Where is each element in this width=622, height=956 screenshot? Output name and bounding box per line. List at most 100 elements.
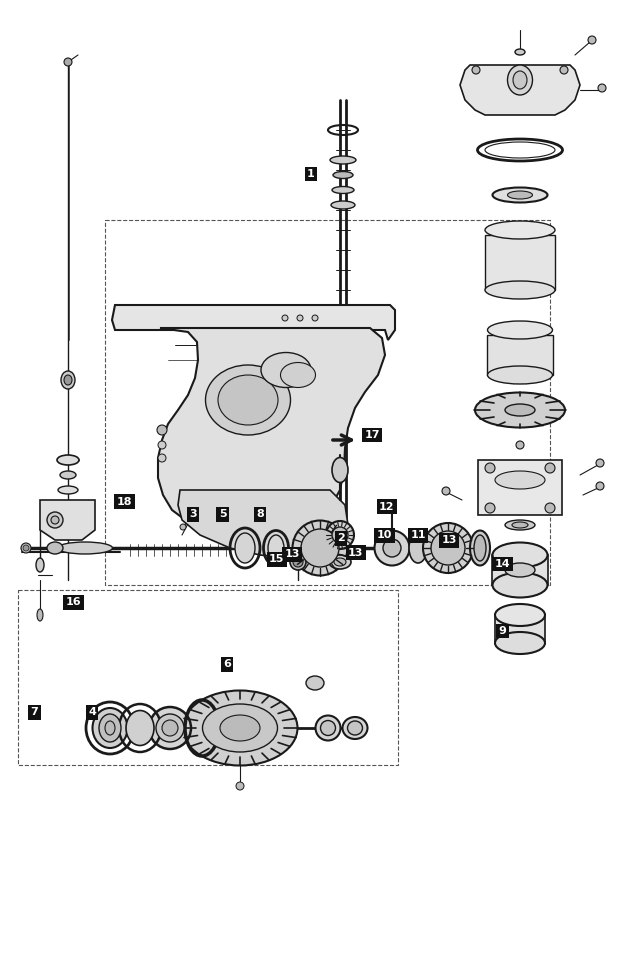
Ellipse shape [423, 523, 473, 573]
Text: 7: 7 [30, 707, 38, 717]
Ellipse shape [495, 632, 545, 654]
Circle shape [157, 425, 167, 435]
Text: 2: 2 [337, 533, 345, 543]
Ellipse shape [505, 520, 535, 530]
Ellipse shape [508, 191, 532, 199]
Text: 13: 13 [442, 535, 457, 545]
Ellipse shape [431, 531, 465, 565]
Ellipse shape [47, 512, 63, 528]
Bar [492, 555, 548, 585]
Circle shape [293, 557, 303, 567]
Text: 12: 12 [379, 502, 394, 511]
Circle shape [236, 782, 244, 790]
Text: 18: 18 [117, 497, 132, 507]
Ellipse shape [388, 507, 396, 513]
Text: 1: 1 [307, 169, 315, 179]
Text: 17: 17 [364, 430, 379, 440]
Ellipse shape [334, 558, 346, 566]
Circle shape [23, 545, 29, 551]
Text: 11: 11 [411, 531, 425, 540]
Polygon shape [460, 65, 580, 115]
Ellipse shape [306, 676, 324, 690]
Circle shape [596, 459, 604, 467]
Ellipse shape [505, 563, 535, 577]
Text: 8: 8 [256, 510, 264, 519]
Ellipse shape [331, 201, 355, 209]
Circle shape [545, 463, 555, 473]
Ellipse shape [61, 371, 75, 389]
Ellipse shape [21, 543, 31, 553]
Polygon shape [158, 328, 385, 535]
Ellipse shape [488, 366, 552, 384]
Circle shape [516, 441, 524, 449]
Circle shape [312, 315, 318, 321]
Ellipse shape [290, 554, 306, 570]
Ellipse shape [57, 542, 113, 554]
Ellipse shape [182, 690, 297, 766]
Ellipse shape [99, 714, 121, 742]
Circle shape [545, 503, 555, 513]
Text: 10: 10 [377, 531, 392, 540]
Bar [478, 460, 562, 515]
Circle shape [485, 463, 495, 473]
Polygon shape [40, 500, 95, 540]
Text: 16: 16 [65, 598, 81, 607]
Circle shape [180, 524, 186, 530]
Ellipse shape [512, 522, 528, 528]
Ellipse shape [261, 353, 311, 387]
Circle shape [596, 482, 604, 490]
Circle shape [64, 58, 72, 66]
Ellipse shape [329, 555, 351, 569]
Ellipse shape [475, 393, 565, 427]
Bar [105, 220, 550, 585]
Ellipse shape [485, 221, 555, 239]
Text: 9: 9 [499, 626, 506, 636]
Ellipse shape [488, 321, 552, 339]
Ellipse shape [36, 558, 44, 572]
Ellipse shape [235, 533, 255, 563]
Ellipse shape [292, 520, 348, 576]
Ellipse shape [57, 455, 79, 465]
Circle shape [442, 487, 450, 495]
Ellipse shape [37, 609, 43, 621]
Ellipse shape [495, 471, 545, 489]
Ellipse shape [326, 521, 354, 549]
Ellipse shape [409, 533, 427, 563]
Circle shape [282, 315, 288, 321]
Ellipse shape [205, 365, 290, 435]
Ellipse shape [281, 362, 315, 387]
Ellipse shape [162, 720, 178, 736]
Ellipse shape [332, 186, 354, 193]
Polygon shape [178, 490, 348, 558]
Bar [487, 335, 553, 375]
Circle shape [158, 441, 166, 449]
Ellipse shape [470, 531, 490, 566]
Text: 3: 3 [189, 510, 197, 519]
Bar [18, 590, 398, 765]
Text: 4: 4 [88, 707, 96, 717]
Text: 14: 14 [494, 559, 511, 569]
Ellipse shape [220, 715, 260, 741]
Ellipse shape [64, 375, 72, 385]
Ellipse shape [315, 715, 340, 741]
Ellipse shape [343, 717, 368, 739]
Circle shape [472, 66, 480, 74]
Ellipse shape [374, 531, 409, 566]
Ellipse shape [332, 458, 348, 483]
Ellipse shape [51, 516, 59, 524]
Ellipse shape [383, 539, 401, 557]
Ellipse shape [508, 65, 532, 95]
Ellipse shape [332, 527, 348, 543]
Text: 13: 13 [285, 550, 300, 559]
Ellipse shape [505, 404, 535, 416]
Ellipse shape [493, 187, 547, 203]
Circle shape [598, 84, 606, 92]
Ellipse shape [330, 156, 356, 164]
Ellipse shape [126, 710, 154, 746]
Ellipse shape [495, 604, 545, 626]
Text: 15: 15 [269, 554, 284, 564]
Ellipse shape [268, 535, 284, 561]
Bar [485, 235, 555, 290]
Ellipse shape [60, 471, 76, 479]
Text: 6: 6 [223, 660, 231, 669]
